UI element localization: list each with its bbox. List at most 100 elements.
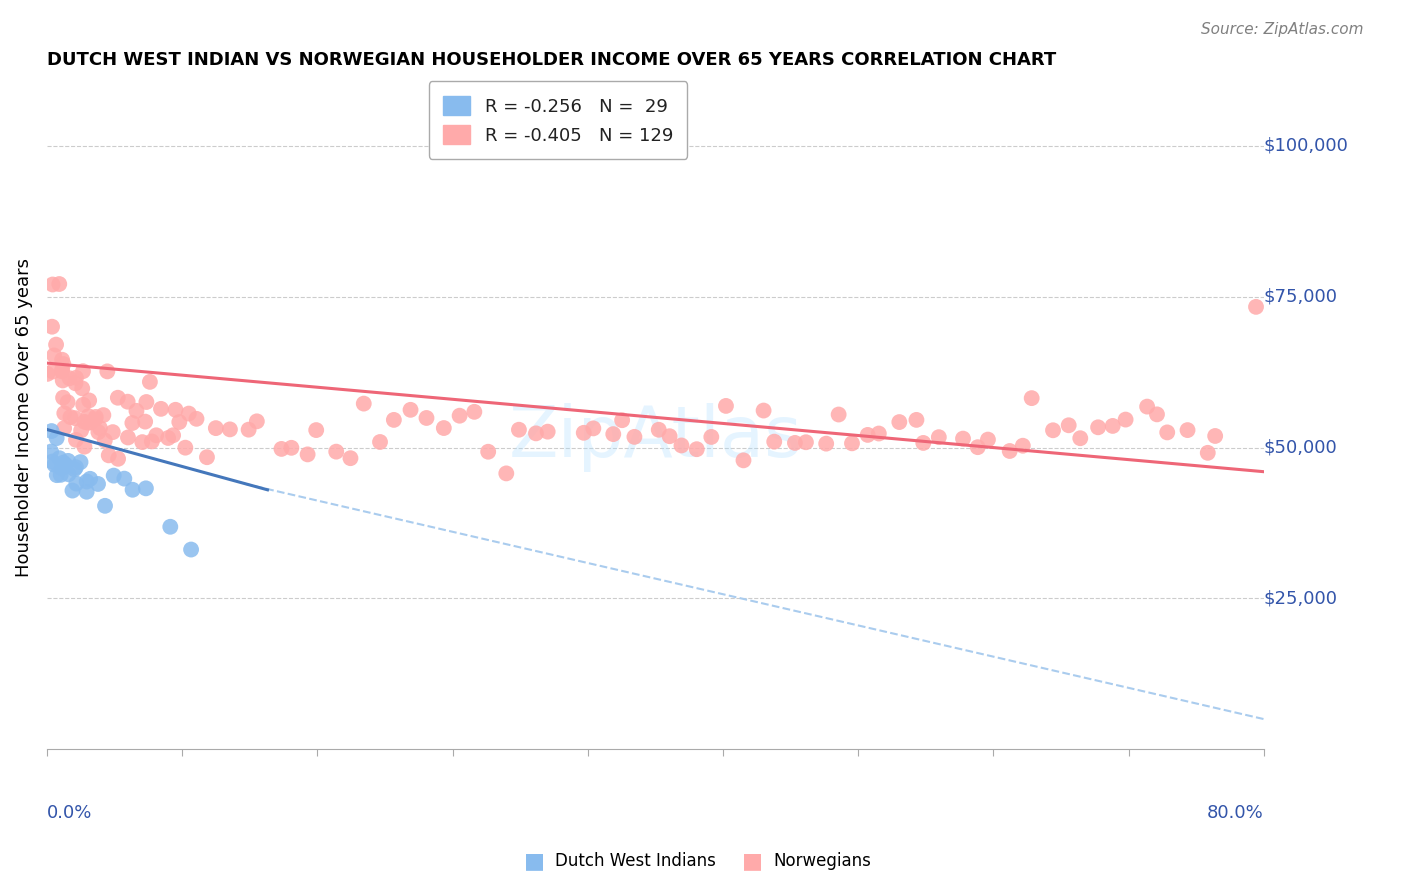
Point: [93, 408, 115, 422]
Point: [107, 391, 129, 405]
Point: [65, 376, 87, 391]
Text: ZipAtlas: ZipAtlas: [509, 403, 803, 472]
Point: [62, 483, 84, 498]
Point: [56, 395, 79, 409]
Point: [65, 476, 87, 491]
Point: [135, 395, 157, 409]
Text: $75,000: $75,000: [1264, 288, 1339, 306]
Point: [648, 423, 671, 437]
Point: [1204, 429, 1226, 443]
Text: ■: ■: [742, 851, 762, 871]
Point: [141, 434, 163, 449]
Point: [1069, 431, 1091, 445]
Text: 0.0%: 0.0%: [46, 804, 93, 822]
Point: [912, 436, 935, 450]
Point: [700, 430, 723, 444]
Point: [52, 456, 75, 470]
Point: [51, 352, 73, 367]
Point: [610, 413, 633, 427]
Point: [733, 453, 755, 467]
Point: [205, 421, 228, 435]
Text: DUTCH WEST INDIAN VS NORWEGIAN HOUSEHOLDER INCOME OVER 65 YEARS CORRELATION CHAR: DUTCH WEST INDIAN VS NORWEGIAN HOUSEHOLD…: [46, 51, 1056, 69]
Point: [238, 423, 260, 437]
Point: [305, 423, 328, 437]
Point: [1115, 412, 1137, 426]
Point: [69, 455, 91, 469]
Point: [89, 421, 111, 435]
Point: [1156, 425, 1178, 440]
Point: [48, 451, 70, 466]
Point: [131, 435, 153, 450]
Point: [415, 411, 437, 425]
Point: [495, 467, 517, 481]
Point: [48, 277, 70, 291]
Point: [45, 431, 67, 445]
Point: [1101, 418, 1123, 433]
Point: [752, 403, 775, 417]
Text: ■: ■: [524, 851, 544, 871]
Point: [51, 364, 73, 378]
Point: [45, 468, 67, 483]
Point: [121, 483, 143, 497]
Point: [73, 440, 96, 454]
Point: [1087, 420, 1109, 434]
Point: [186, 412, 208, 426]
Point: [139, 375, 162, 389]
Point: [537, 425, 560, 439]
Point: [658, 429, 681, 443]
Point: [150, 401, 173, 416]
Point: [63, 462, 86, 476]
Point: [368, 435, 391, 450]
Point: [159, 520, 181, 534]
Point: [297, 447, 319, 461]
Point: [219, 422, 242, 436]
Point: [763, 434, 786, 449]
Point: [70, 423, 93, 437]
Text: $100,000: $100,000: [1264, 136, 1348, 155]
Point: [97, 448, 120, 462]
Point: [572, 425, 595, 440]
Point: [41, 277, 63, 292]
Legend: R = -0.256   N =  29, R = -0.405   N = 129: R = -0.256 N = 29, R = -0.405 N = 129: [429, 81, 688, 159]
Point: [270, 442, 292, 456]
Point: [51, 363, 73, 377]
Point: [134, 415, 156, 429]
Point: [868, 426, 890, 441]
Point: [998, 444, 1021, 458]
Point: [73, 415, 96, 429]
Point: [76, 475, 98, 489]
Point: [84, 409, 107, 424]
Point: [55, 458, 77, 472]
Text: Dutch West Indians: Dutch West Indians: [555, 852, 716, 870]
Point: [96, 364, 118, 378]
Text: Source: ZipAtlas.com: Source: ZipAtlas.com: [1201, 22, 1364, 37]
Point: [59, 410, 82, 425]
Point: [117, 430, 139, 444]
Point: [37, 367, 59, 381]
Point: [79, 472, 101, 486]
Point: [928, 430, 950, 444]
Point: [952, 432, 974, 446]
Point: [52, 357, 75, 371]
Point: [1057, 418, 1080, 433]
Point: [51, 461, 73, 475]
Point: [325, 444, 347, 458]
Point: [41, 365, 63, 379]
Point: [87, 425, 110, 440]
Point: [52, 374, 75, 388]
Point: [145, 428, 167, 442]
Point: [382, 413, 405, 427]
Point: [125, 404, 148, 418]
Point: [783, 436, 806, 450]
Text: 80.0%: 80.0%: [1208, 804, 1264, 822]
Point: [53, 406, 76, 420]
Point: [1197, 446, 1219, 460]
Point: [41, 424, 63, 438]
Point: [399, 402, 422, 417]
Point: [714, 399, 737, 413]
Point: [353, 396, 375, 410]
Point: [180, 542, 202, 557]
Point: [135, 481, 157, 495]
Text: $50,000: $50,000: [1264, 439, 1337, 457]
Point: [77, 393, 100, 408]
